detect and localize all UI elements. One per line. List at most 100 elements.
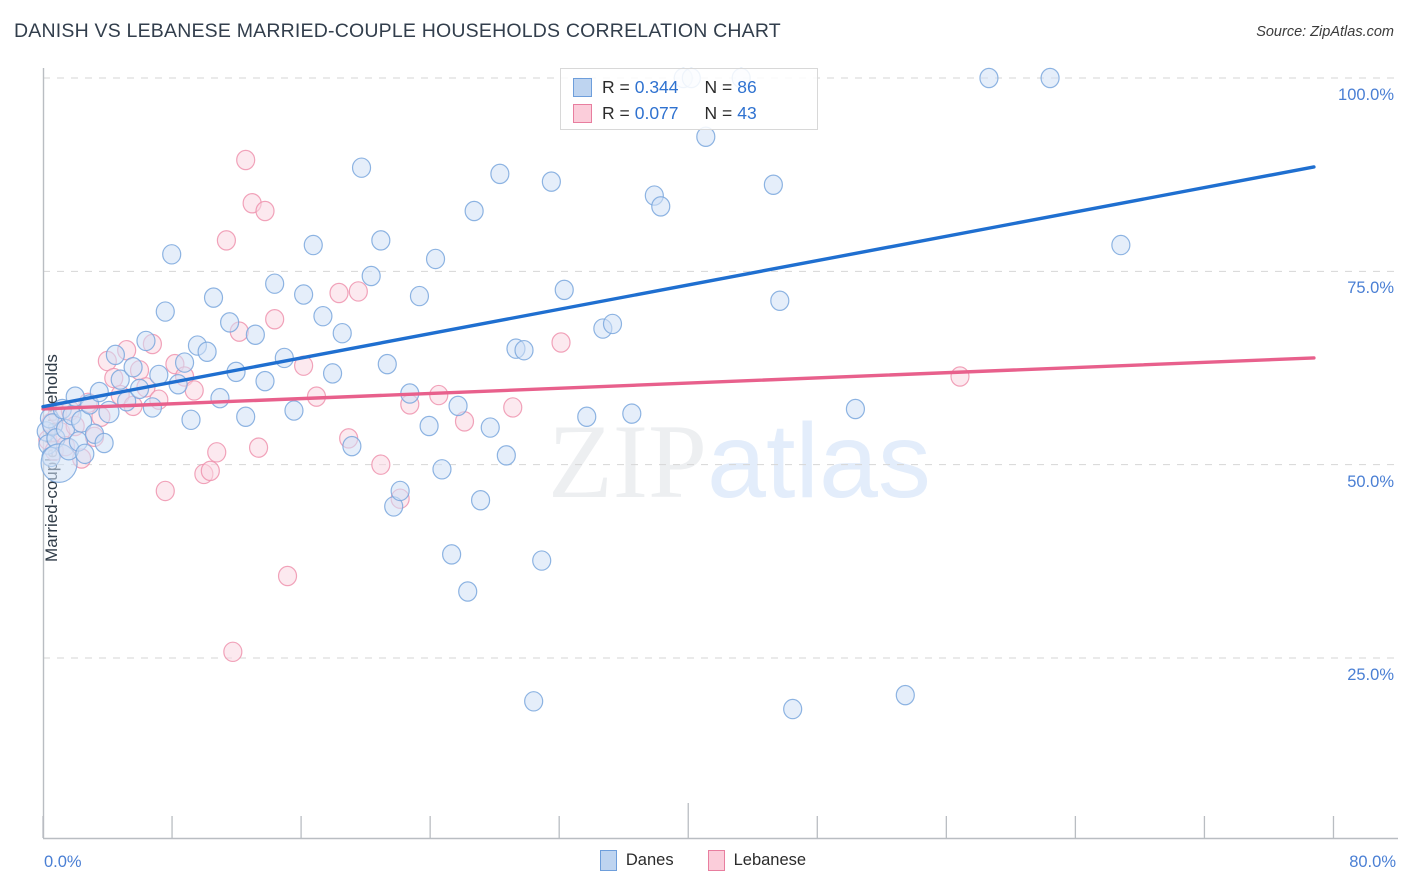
scatter-point xyxy=(496,445,516,466)
scatter-point xyxy=(783,698,803,720)
scatter-point xyxy=(409,285,430,307)
r-value-lebanese: 0.077 xyxy=(634,102,679,123)
scatter-point xyxy=(361,265,381,287)
scatter-point xyxy=(255,370,275,392)
scatter-point xyxy=(248,437,269,458)
legend-marker-lebanese xyxy=(707,850,725,871)
page-title: DANISH VS LEBANESE MARRIED-COUPLE HOUSEH… xyxy=(14,20,781,42)
trendline-lebanese-line xyxy=(41,356,1316,411)
scatter-point xyxy=(265,273,285,294)
scatter-point xyxy=(110,369,130,390)
scatter-point xyxy=(220,312,240,333)
x-axis-max-label: 80.0% xyxy=(1349,853,1396,871)
scatter-point xyxy=(342,435,362,457)
scatter-point xyxy=(514,339,534,361)
scatter-point xyxy=(551,332,571,353)
y-tick-label: 75.0% xyxy=(1347,279,1394,298)
scatter-point xyxy=(429,384,449,406)
scatter-point xyxy=(174,352,195,373)
trendline-danes xyxy=(41,165,1316,409)
stats-row-lebanese: R = 0.077 N = 43 xyxy=(573,100,807,126)
x-axis-min-label: 0.0% xyxy=(44,853,82,871)
scatter-point xyxy=(142,397,162,418)
trendline-danes-line xyxy=(41,165,1316,409)
scatter-point xyxy=(1040,67,1060,89)
scatter-point xyxy=(622,403,642,424)
scatter-point xyxy=(75,443,95,465)
scatter-point xyxy=(200,460,220,482)
scatter-point xyxy=(371,454,391,475)
scatter-point xyxy=(480,417,500,438)
scatter-point xyxy=(371,230,391,251)
scatter-point xyxy=(390,480,410,502)
scatter-point xyxy=(94,432,114,454)
scatter-point xyxy=(236,406,256,427)
scatter-point xyxy=(470,490,491,511)
scatter-point xyxy=(377,353,397,375)
y-tick-label: 100.0% xyxy=(1338,86,1394,104)
n-label-danes: N = xyxy=(704,76,733,97)
scatter-point xyxy=(432,459,452,480)
n-label-lebanese: N = xyxy=(704,102,733,123)
scatter-points-lebanese xyxy=(38,149,970,663)
scatter-point xyxy=(348,281,368,302)
trendline-lebanese xyxy=(41,356,1316,411)
scatter-point xyxy=(245,324,265,345)
scatter-points-danes xyxy=(36,67,1131,720)
scatter-point xyxy=(490,163,510,185)
scatter-point xyxy=(845,398,866,420)
scatter-point xyxy=(329,282,349,304)
y-tick-label: 25.0% xyxy=(1347,666,1394,684)
r-value-danes: 0.344 xyxy=(634,76,679,97)
scatter-point xyxy=(577,406,597,427)
scatter-point xyxy=(313,305,333,327)
scatter-point xyxy=(265,309,285,330)
scatter-point xyxy=(162,244,182,265)
scatter-point xyxy=(203,287,224,308)
scatter-point xyxy=(950,366,970,387)
scatter-point xyxy=(770,290,790,311)
scatter-point xyxy=(464,200,484,222)
scatter-point xyxy=(277,565,298,587)
scatter-point xyxy=(895,684,915,706)
scatter-point xyxy=(181,409,201,431)
legend-swatch-lebanese xyxy=(573,103,592,123)
scatter-point xyxy=(351,157,372,178)
scatter-point xyxy=(236,149,256,171)
scatter-point xyxy=(255,200,275,222)
legend-item-lebanese[interactable]: Lebanese xyxy=(707,850,807,871)
r-label-lebanese: R = xyxy=(602,102,630,123)
scatter-point xyxy=(979,67,999,89)
source-attribution: Source: ZipAtlas.com xyxy=(1256,24,1394,40)
stats-legend-box: R = 0.344 N = 86 R = 0.077 N = 43 xyxy=(560,68,818,130)
legend-swatch-danes xyxy=(573,77,592,97)
scatter-point xyxy=(274,347,294,369)
axis-lines xyxy=(42,68,1398,840)
scatter-point xyxy=(216,230,236,251)
scatter-point xyxy=(207,442,227,463)
scatter-point xyxy=(442,544,462,565)
legend-item-danes[interactable]: Danes xyxy=(599,850,674,871)
scatter-point xyxy=(155,301,175,322)
scatter-point xyxy=(503,397,523,418)
scatter-point xyxy=(149,364,169,386)
r-label-danes: R = xyxy=(602,76,630,97)
scatter-point xyxy=(448,395,468,417)
scatter-point xyxy=(1111,234,1131,256)
scatter-point xyxy=(284,400,304,421)
stats-row-danes: R = 0.344 N = 86 xyxy=(573,74,807,100)
legend-marker-danes xyxy=(599,850,617,871)
n-value-lebanese: 43 xyxy=(737,102,757,123)
legend-label-danes: Danes xyxy=(625,851,674,869)
scatter-point xyxy=(136,330,156,352)
scatter-point xyxy=(696,126,716,148)
scatter-point xyxy=(168,374,188,395)
scatter-point xyxy=(105,344,125,366)
legend-label-lebanese: Lebanese xyxy=(733,851,807,869)
scatter-point xyxy=(184,380,204,401)
scatter-point xyxy=(651,196,671,217)
scatter-point xyxy=(322,363,343,384)
series-legend: Danes Lebanese xyxy=(0,850,1406,871)
